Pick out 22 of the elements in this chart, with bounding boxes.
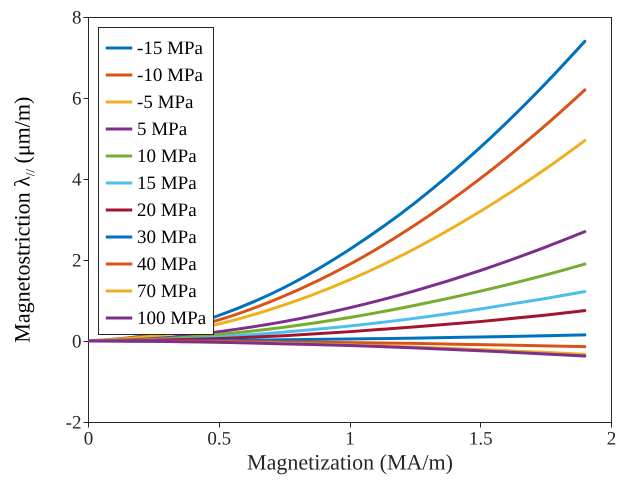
x-tick-label: 1	[345, 428, 355, 450]
legend-label: 5 MPa	[137, 119, 188, 140]
x-tick-label: 1.5	[468, 428, 493, 450]
legend-label: -10 MPa	[137, 65, 204, 86]
x-tick-label: 0.5	[207, 428, 232, 450]
legend-label: 10 MPa	[137, 146, 198, 167]
legend-label: -5 MPa	[137, 92, 194, 113]
x-tick-label: 2	[606, 428, 616, 450]
y-tick-label: -2	[66, 412, 82, 434]
legend-label: 20 MPa	[137, 200, 198, 221]
y-tick-label: 4	[72, 170, 82, 190]
y-tick-label: 6	[72, 88, 82, 110]
legend-label: 15 MPa	[137, 173, 198, 194]
y-tick-label: 0	[72, 332, 82, 352]
legend-label: 70 MPa	[137, 281, 198, 302]
y-tick-label: 8	[72, 8, 82, 28]
x-axis-title: Magnetization (MA/m)	[247, 450, 453, 474]
legend-label: 100 MPa	[137, 308, 207, 329]
legend-label: -15 MPa	[137, 38, 204, 59]
legend-label: 30 MPa	[137, 227, 198, 248]
y-tick-label: 2	[72, 250, 82, 272]
legend-label: 40 MPa	[137, 254, 198, 275]
